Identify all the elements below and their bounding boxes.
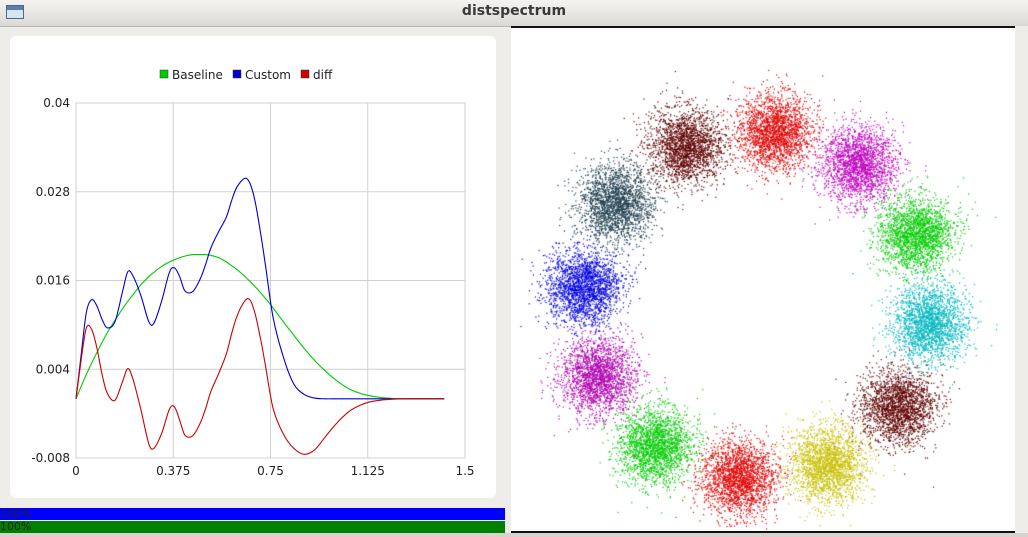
title-bar[interactable]: distspectrum bbox=[0, 0, 1028, 27]
y-tick-label: -0.008 bbox=[31, 451, 70, 465]
y-tick-label: 0.04 bbox=[43, 96, 70, 110]
series-line-custom bbox=[75, 177, 445, 400]
y-tick-label: 0.004 bbox=[36, 362, 70, 376]
chart-ticks: 0 0.375 0.75 1.125 1.5 -0.008 0.004 0.016 0.028 0… bbox=[31, 96, 474, 478]
legend-label: Custom bbox=[245, 68, 291, 82]
series-line-diff bbox=[75, 298, 445, 455]
x-tick-label: 0 bbox=[72, 464, 80, 478]
line-chart: Baseline Custom diff 0 0.375 0.75 1.125 1.5 -0.… bbox=[31, 68, 474, 478]
chart-legend: Baseline Custom diff bbox=[159, 68, 333, 82]
y-tick-label: 0.028 bbox=[36, 185, 70, 199]
chart-grid bbox=[75, 102, 466, 459]
window-menu-icon[interactable] bbox=[6, 5, 24, 19]
scatter-canvas bbox=[511, 28, 1015, 531]
legend-label: Baseline bbox=[172, 68, 223, 82]
line-chart-panel: Baseline Custom diff 0 0.375 0.75 1.125 1.5 -0.… bbox=[10, 36, 496, 498]
window-right-edge bbox=[1015, 26, 1028, 537]
progress-bar-2: 100% bbox=[0, 521, 505, 533]
legend-swatch bbox=[159, 69, 169, 79]
x-tick-label: 0.75 bbox=[257, 464, 284, 478]
progress-label-2: 100% bbox=[0, 520, 32, 533]
x-tick-label: 1.125 bbox=[351, 464, 385, 478]
window-bottom-edge bbox=[0, 533, 1028, 537]
legend-swatch bbox=[232, 69, 242, 79]
progress-bar-1: 100% bbox=[0, 508, 505, 520]
y-tick-label: 0.016 bbox=[36, 274, 70, 288]
window-title: distspectrum bbox=[461, 3, 567, 19]
progress-label-1: 100% bbox=[0, 507, 32, 520]
legend-swatch bbox=[300, 69, 310, 79]
legend-label: diff bbox=[313, 68, 333, 82]
x-tick-label: 0.375 bbox=[156, 464, 190, 478]
chart-series bbox=[75, 177, 445, 455]
scatter-view[interactable] bbox=[511, 26, 1015, 533]
series-line-baseline bbox=[75, 253, 445, 400]
x-tick-label: 1.5 bbox=[455, 464, 474, 478]
